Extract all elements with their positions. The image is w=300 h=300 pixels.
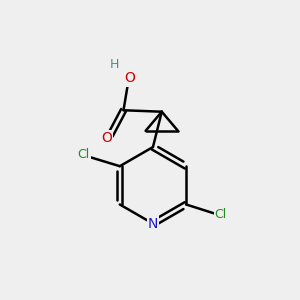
Text: Cl: Cl <box>77 148 90 161</box>
Text: H: H <box>110 58 119 71</box>
Text: O: O <box>124 71 135 85</box>
Text: Cl: Cl <box>215 208 227 221</box>
Text: N: N <box>148 217 158 231</box>
Text: O: O <box>101 131 112 145</box>
